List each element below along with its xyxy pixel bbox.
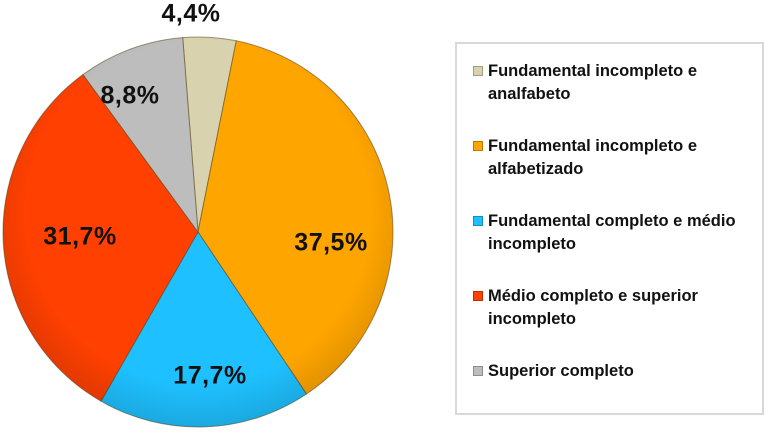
legend-swatch — [473, 216, 483, 226]
legend-swatch — [473, 141, 483, 151]
legend-label: Fundamental incompleto e alfabetizado — [488, 137, 698, 178]
legend-swatch — [473, 366, 483, 376]
legend-swatch — [473, 66, 483, 76]
slice-label-fundamental-completo: 17,7% — [173, 361, 247, 390]
slice-label-analfabeto: 4,4% — [161, 0, 221, 28]
legend-label: Superior completo — [488, 362, 634, 380]
slice-label-superior-completo: 8,8% — [100, 81, 160, 110]
legend-label: Fundamental completo e médio incompleto — [488, 212, 736, 253]
legend-label: Fundamental incompleto e analfabeto — [488, 62, 698, 103]
legend-label: Médio completo e superior incompleto — [488, 287, 698, 328]
slice-label-alfabetizado: 37,5% — [294, 228, 368, 257]
slice-label-medio-completo: 31,7% — [43, 222, 117, 251]
legend-swatch — [473, 291, 483, 301]
chart-legend: Fundamental incompleto e analfabeto Fund… — [455, 42, 764, 415]
